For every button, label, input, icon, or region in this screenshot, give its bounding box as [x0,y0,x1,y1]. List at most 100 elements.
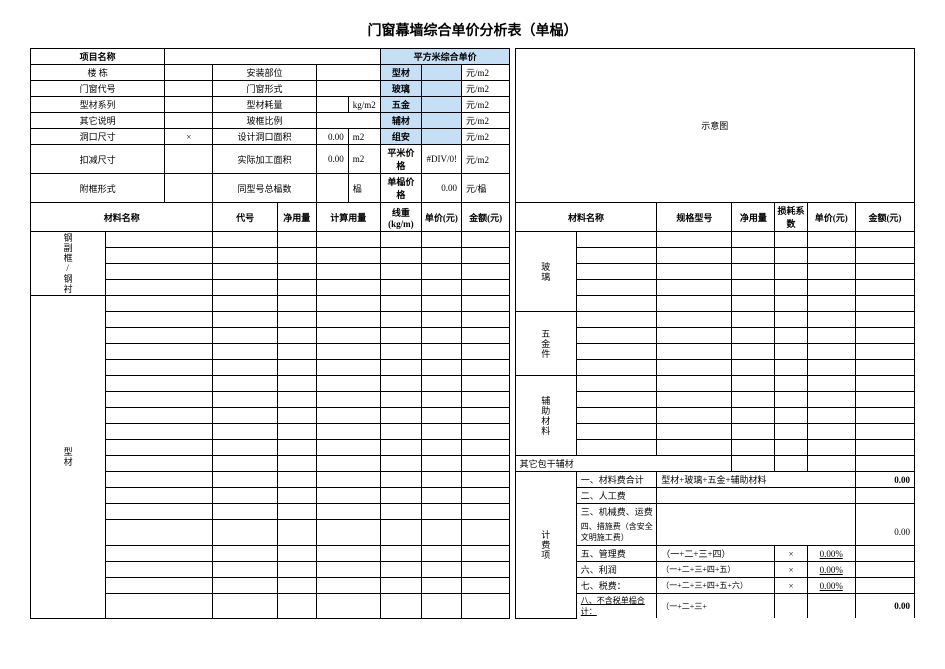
grp-glass: 玻璃 [515,232,576,312]
val-frame [165,174,213,203]
hdr-r-name: 材料名称 [515,203,657,232]
grp-aux: 辅助材料 [515,376,576,456]
hdr-l-net: 净用量 [277,203,316,232]
val-aux [421,113,461,129]
hdr-r-net: 净用量 [732,203,775,232]
unit-aux: 元/m2 [461,113,509,129]
val-code [165,81,213,97]
unit-actual-area: m2 [348,145,380,174]
grp-steel: 钢副框/钢衬 [31,232,106,296]
row-other-aux: 其它包干辅材 [515,456,732,472]
fee-7-x: × [775,578,807,594]
val-hardware [421,97,461,113]
fee-5-p: 0.00% [807,546,855,562]
val-project [165,49,381,65]
fee-5: 五、管理费 [576,546,657,562]
lbl-code: 门窗代号 [31,81,165,97]
lbl-profile: 型材 [380,65,421,81]
fee-4-amt: 0.00 [855,520,914,546]
hdr-r-price: 单价(元) [807,203,855,232]
lbl-series: 型材系列 [31,97,165,113]
fee-7: 七、税费： [576,578,657,594]
val-deduct [165,145,213,174]
unit-consume: kg/m2 [348,97,380,113]
fee-1: 一、材料费合计 [576,472,657,488]
lbl-hole: 洞口尺寸 [31,129,165,145]
lbl-install: 安装部位 [213,65,316,81]
diagram-area: 示意图 [515,49,914,203]
page-title: 门窗幕墙综合单价分析表（单榀） [30,20,915,40]
unit-design-area: m2 [348,129,380,145]
unit-hardware: 元/m2 [461,97,509,113]
hdr-r-amount: 金额(元) [855,203,914,232]
fee-4: 四、措施费（含安全文明施工费） [576,520,657,546]
lbl-aux: 辅材 [380,113,421,129]
unit-unit-price: 元/榀 [461,174,509,203]
lbl-deduct: 扣减尺寸 [31,145,165,174]
fee-6: 六、利润 [576,562,657,578]
unit-pm2-price: 元/m2 [461,145,509,174]
fee-6-b: （一+二+三+四+五） [657,562,775,578]
fee-3: 三、机械费、运费 [576,504,657,520]
hdr-l-code: 代号 [213,203,277,232]
val-actual-area: 0.00 [316,145,348,174]
hdr-l-price: 单价(元) [421,203,461,232]
fee-7-b: （一+二+三+四+五+六） [657,578,775,594]
unit-total-count: 榀 [348,174,380,203]
cell [106,232,213,248]
val-total-count [316,174,348,203]
fee-8-b: （一+二+三+ [657,594,775,619]
val-form [316,81,380,97]
lbl-pm-price: 平方米综合单价 [380,49,509,65]
lbl-hardware: 五金 [380,97,421,113]
fee-1-desc: 型材+玻璃+五金+辅助材料 [657,472,856,488]
val-glass [421,81,461,97]
val-design-area: 0.00 [316,129,348,145]
lbl-other: 其它说明 [31,113,165,129]
grp-profile: 型材 [31,296,106,619]
val-profile [421,65,461,81]
lbl-form: 门窗形式 [213,81,316,97]
lbl-consume: 型材耗量 [213,97,316,113]
unit-assembly: 元/m2 [461,129,509,145]
lbl-glass: 玻璃 [380,81,421,97]
fee-8-amt: 0.00 [855,594,914,619]
main-table: 项目名称 平方米综合单价 示意图 楼 栋 安装部位 型材 元/m2 门窗代号 门… [30,48,915,619]
lbl-total-count: 同型号总榀数 [213,174,316,203]
val-building [165,65,213,81]
lbl-project: 项目名称 [31,49,165,65]
lbl-pm2-price: 平米价格 [380,145,421,174]
hdr-l-calc: 计算用量 [316,203,380,232]
lbl-frame: 附框形式 [31,174,165,203]
val-hole: × [165,129,213,145]
lbl-design-area: 设计洞口面积 [213,129,316,145]
fee-5-b: （一+二+三+四） [657,546,775,562]
fee-8: 八、不含税单榀合计： [576,594,657,619]
val-other [165,113,213,129]
hdr-l-amount: 金额(元) [461,203,509,232]
val-assembly [421,129,461,145]
hdr-r-spec: 规格型号 [657,203,732,232]
hdr-l-name: 材料名称 [31,203,213,232]
val-install [316,65,380,81]
grp-fee: 计费项 [515,472,576,619]
cell [576,232,657,248]
grp-hardware: 五金件 [515,312,576,376]
val-pm2-price: #DIV/0! [421,145,461,174]
fee-6-x: × [775,562,807,578]
fee-6-p: 0.00% [807,562,855,578]
val-series [165,97,213,113]
lbl-actual-area: 实际加工面积 [213,145,316,174]
val-ratio [316,113,380,129]
hdr-l-weight: 线重(kg/m) [380,203,421,232]
lbl-building: 楼 栋 [31,65,165,81]
fee-7-p: 0.00% [807,578,855,594]
fee-5-x: × [775,546,807,562]
fee-2: 二、人工费 [576,488,657,504]
hdr-r-loss: 损耗系数 [775,203,807,232]
lbl-unit-price: 单榀价格 [380,174,421,203]
val-consume [316,97,348,113]
unit-glass: 元/m2 [461,81,509,97]
val-unit-price: 0.00 [421,174,461,203]
lbl-ratio: 玻框比例 [213,113,316,129]
